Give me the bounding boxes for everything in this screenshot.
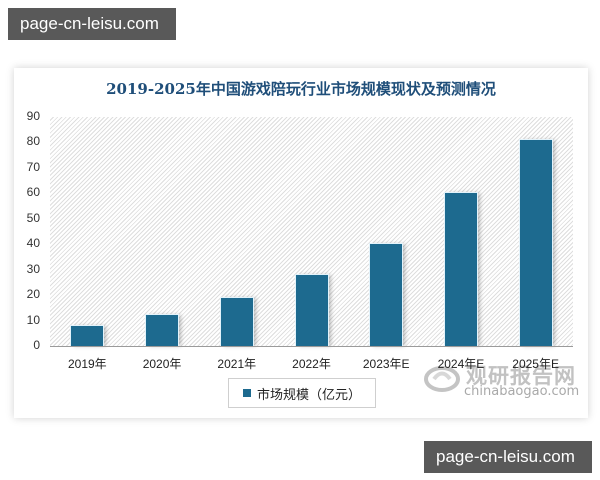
bar bbox=[220, 297, 253, 346]
y-tick-label: 20 bbox=[26, 287, 40, 302]
y-tick-label: 40 bbox=[26, 236, 40, 251]
bar bbox=[146, 315, 179, 346]
bar bbox=[370, 244, 403, 346]
x-tick-label: 2025年E bbox=[512, 357, 559, 371]
bar bbox=[519, 139, 552, 346]
x-tick-label: 2021年 bbox=[217, 357, 257, 371]
x-tick-label: 2019年 bbox=[67, 357, 107, 371]
y-tick-label: 80 bbox=[26, 134, 40, 149]
legend-swatch-icon bbox=[242, 389, 251, 397]
bar bbox=[71, 325, 104, 346]
watermark-bottom: page-cn-leisu.com bbox=[424, 441, 592, 473]
legend-label: 市场规模（亿元） bbox=[256, 387, 361, 403]
watermark-top: page-cn-leisu.com bbox=[8, 8, 176, 40]
x-tick-label: 2020年 bbox=[142, 357, 182, 371]
source-logo: 观研报告网 chinabaogao.com bbox=[418, 362, 588, 402]
x-axis-line bbox=[50, 346, 573, 347]
y-tick-label: 50 bbox=[26, 210, 40, 225]
x-tick-label: 2022年 bbox=[292, 357, 331, 371]
logo-text-en: chinabaogao.com bbox=[464, 384, 580, 399]
y-tick-label: 10 bbox=[26, 312, 40, 327]
y-tick-label: 0 bbox=[33, 338, 40, 352]
y-tick-label: 30 bbox=[26, 261, 40, 276]
x-tick-label: 2023年E bbox=[362, 357, 410, 371]
y-tick-label: 60 bbox=[26, 185, 40, 200]
x-tick-label: 2024年E bbox=[437, 357, 485, 371]
logo-swirl-icon bbox=[424, 366, 460, 392]
plot-area bbox=[50, 117, 573, 346]
y-tick-label: 70 bbox=[26, 159, 40, 174]
bar bbox=[444, 193, 477, 346]
legend: 市场规模（亿元） bbox=[228, 378, 376, 408]
chart-title: 2019-2025年中国游戏陪玩行业市场规模现状及预测情况 bbox=[106, 80, 496, 98]
y-tick-label: 90 bbox=[26, 109, 40, 123]
chart-card: 2019-2025年中国游戏陪玩行业市场规模现状及预测情况 市场规模（亿元） 观… bbox=[14, 68, 588, 418]
logo-text-cn: 观研报告网 bbox=[466, 364, 576, 388]
bar bbox=[295, 274, 328, 346]
